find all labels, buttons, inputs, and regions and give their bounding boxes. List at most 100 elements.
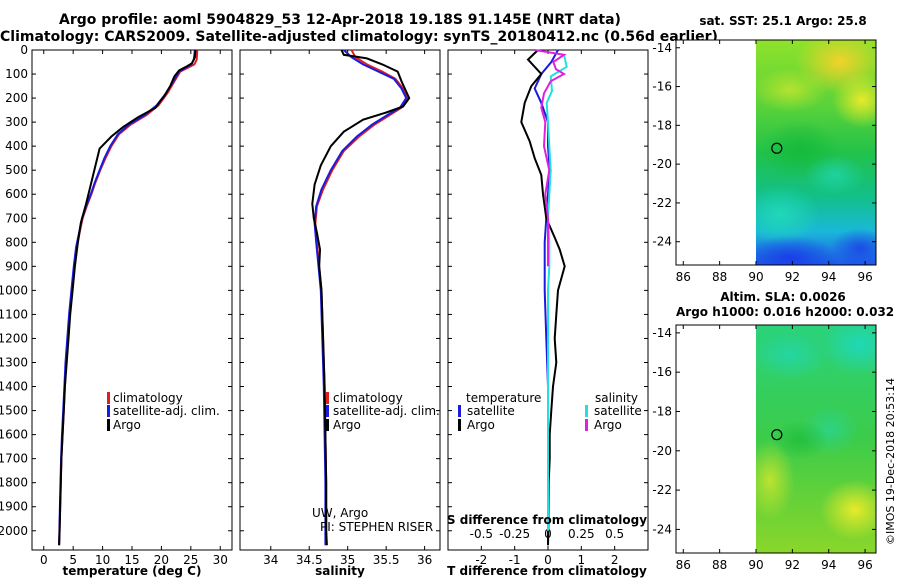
legend-label-t-argo: Argo (467, 418, 495, 432)
y-tick-label: 1500 (0, 404, 28, 418)
sla-map-panel: 86 88 90 92 94 96 -14 -16 -18 -20 -22 -24 (652, 324, 877, 572)
legend-swatch-argo (326, 419, 329, 431)
y-tick-label: 1600 (0, 428, 28, 442)
legend-swatch-climatology (107, 392, 110, 404)
sla-map-ticks: 86 88 90 92 94 96 -14 -16 -18 -20 -22 -24 (652, 325, 876, 572)
series-line-argo (58, 49, 197, 546)
difference-lines (520, 49, 568, 546)
legend-label-satellite: satellite-adj. clim. (333, 404, 440, 418)
salinity-legend: climatology satellite-adj. clim. Argo (326, 391, 440, 432)
temperature-legend: climatology satellite-adj. clim. Argo (107, 391, 220, 432)
salinity-xlabel: salinity (315, 564, 365, 578)
legend-label-climatology: climatology (113, 391, 183, 405)
legend-label-satellite: satellite-adj. clim. (113, 404, 220, 418)
legend-label-argo: Argo (113, 418, 141, 432)
map-x-tick-label: 92 (785, 270, 800, 284)
legend-swatch-argo (107, 419, 110, 431)
legend-swatch-t-satellite (458, 405, 461, 417)
legend-swatch-s-satellite (585, 405, 588, 417)
y-tick-label: 1400 (0, 380, 28, 394)
sla-map-subtitle: Argo h1000: 0.016 h2000: 0.032 (676, 305, 895, 319)
pi-label: PI: STEPHEN RISER (320, 520, 433, 534)
map-y-tick-label: -20 (652, 157, 672, 171)
legend-label-climatology: climatology (333, 391, 403, 405)
top-x-tick-label: -0.5 (470, 527, 493, 541)
x-tick-label: 25 (183, 553, 198, 567)
y-tick-label: 1100 (0, 307, 28, 321)
y-tick-label: 100 (5, 67, 28, 81)
x-tick-label: 35 (340, 553, 355, 567)
x-tick-label: 5 (69, 553, 77, 567)
credit-label: UW, Argo (312, 506, 368, 520)
top-x-tick-label: 0.5 (605, 527, 624, 541)
x-tick-label: -2 (475, 553, 487, 567)
x-tick-label: 34.5 (296, 553, 323, 567)
sst-argo-location-marker (771, 142, 783, 154)
sst-map-ticks: 86 88 90 92 94 96 -14 -16 -18 -20 -22 -24 (652, 40, 876, 284)
legend-label-t-satellite: satellite (467, 404, 515, 418)
difference-top-xlabel: S difference from climatology (447, 513, 647, 527)
map-x-tick-label: 96 (857, 558, 872, 572)
y-tick-label: 2000 (0, 524, 28, 538)
salinity-panel-frame (239, 49, 441, 551)
x-tick-label: 0 (544, 553, 552, 567)
legend-swatch-satellite (107, 405, 110, 417)
map-y-tick-label: -24 (652, 235, 672, 249)
temperature-panel-frame (31, 49, 233, 551)
difference-legend: temperature satellite Argo salinity sate… (458, 391, 642, 432)
temperature-lines (58, 49, 199, 546)
temperature-panel: 0100200300400500600700800900100011001200… (0, 43, 233, 578)
map-x-tick-label: 90 (748, 558, 763, 572)
legend-swatch-s-argo (585, 419, 588, 431)
legend-swatch-climatology (326, 392, 329, 404)
legend-swatch-satellite (326, 405, 329, 417)
map-y-tick-label: -24 (652, 522, 672, 536)
y-tick-label: 600 (5, 187, 28, 201)
y-tick-label: 200 (5, 91, 28, 105)
y-tick-label: 1300 (0, 356, 28, 370)
y-tick-label: 0 (20, 43, 28, 57)
map-y-tick-label: -22 (652, 483, 672, 497)
y-tick-label: 1800 (0, 476, 28, 490)
sla-map-title: Altim. SLA: 0.0026 (720, 290, 846, 304)
sst-map-title: sat. SST: 25.1 Argo: 25.8 (699, 14, 867, 28)
map-y-tick-label: -16 (652, 80, 672, 94)
y-tick-label: 1700 (0, 452, 28, 466)
map-x-tick-label: 94 (821, 270, 836, 284)
salinity-panel: 34 34.5 35 35.5 36 climatology satellite-adj… (239, 49, 441, 578)
map-x-tick-label: 86 (676, 270, 691, 284)
legend-label-s-argo: Argo (594, 418, 622, 432)
salinity-ticks: 34 34.5 35 35.5 36 (240, 49, 440, 567)
y-tick-label: 900 (5, 259, 28, 273)
map-x-tick-label: 90 (748, 270, 763, 284)
series-line-t-satellite (533, 49, 559, 546)
map-y-tick-label: -20 (652, 444, 672, 458)
difference-ticks: -2 -1 0 1 2-0.5 -0.25 0 0.25 0.5 (448, 49, 648, 567)
legend-swatch-t-argo (458, 419, 461, 431)
legend-title-salinity: salinity (595, 391, 638, 405)
legend-label-s-satellite: satellite (594, 404, 642, 418)
map-y-tick-label: -22 (652, 196, 672, 210)
difference-panel: -2 -1 0 1 2-0.5 -0.25 0 0.25 0.5 temperature sat… (447, 49, 649, 578)
map-x-tick-label: 92 (785, 558, 800, 572)
y-tick-label: 300 (5, 115, 28, 129)
legend-title-temperature: temperature (466, 391, 541, 405)
y-tick-label: 1000 (0, 283, 28, 297)
y-tick-label: 1900 (0, 500, 28, 514)
top-x-tick-label: 0.25 (568, 527, 595, 541)
x-tick-label: 2 (611, 553, 619, 567)
temperature-ticks: 0100200300400500600700800900100011001200… (0, 43, 232, 567)
legend-label-argo: Argo (333, 418, 361, 432)
x-tick-label: 10 (95, 553, 110, 567)
x-tick-label: 34 (263, 553, 278, 567)
map-y-tick-label: -18 (652, 118, 672, 132)
y-tick-label: 1200 (0, 331, 28, 345)
map-x-tick-label: 88 (712, 558, 727, 572)
chart-title-line1: Argo profile: aoml 5904829_53 12-Apr-201… (59, 12, 621, 28)
sla-field (756, 325, 876, 553)
series-line-climatology (314, 49, 409, 546)
x-tick-label: 1 (578, 553, 586, 567)
series-line-satellite-adj-clim- (313, 49, 408, 546)
y-tick-label: 700 (5, 211, 28, 225)
